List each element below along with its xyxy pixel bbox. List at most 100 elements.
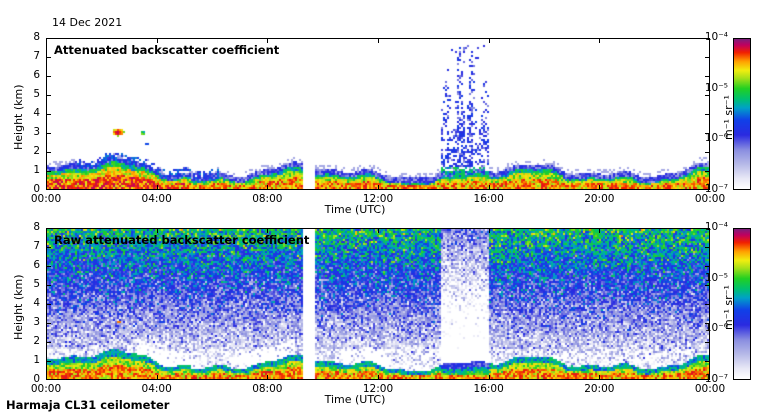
y-tick-mark: [46, 114, 51, 115]
y-tick-mark: [46, 76, 51, 77]
heatmap-attenuated-backscatter: [47, 39, 709, 189]
y-tick-mark: [705, 171, 710, 172]
x-tick-mark: [489, 375, 490, 380]
x-tick-label: 00:00: [30, 193, 62, 205]
y-tick-label: 2: [33, 335, 40, 347]
y-tick-label: 7: [33, 240, 40, 252]
x-tick-label: 00:00: [694, 193, 726, 205]
x-tick-label: 04:00: [141, 383, 172, 395]
instrument-footer: Harmaja CL31 ceilometer: [6, 398, 170, 412]
x-axis-title-lower: Time (UTC): [324, 393, 386, 406]
y-tick-mark: [705, 133, 710, 134]
y-tick-mark: [46, 285, 51, 286]
y-tick-label: 8: [33, 221, 40, 233]
y-tick-mark: [46, 152, 51, 153]
x-tick-label: 08:00: [252, 193, 283, 205]
y-tick-mark: [705, 95, 710, 96]
y-tick-label: 4: [33, 297, 40, 309]
x-tick-label: 12:00: [362, 193, 394, 205]
colorbar-upper: [733, 38, 751, 190]
y-tick-label: 4: [33, 107, 40, 119]
y-tick-mark: [705, 266, 710, 267]
y-tick-mark: [705, 361, 710, 362]
x-tick-mark: [378, 228, 379, 233]
y-tick-mark: [705, 285, 710, 286]
colorbar-gradient-lower: [734, 229, 750, 379]
x-tick-label: 20:00: [584, 383, 615, 395]
y-tick-label: 8: [33, 31, 40, 43]
y-tick-label: 2: [33, 145, 40, 157]
y-tick-mark: [705, 152, 710, 153]
x-tick-mark: [489, 38, 490, 43]
y-tick-label: 0: [33, 183, 40, 195]
colorbar-tick-label: 10⁻⁷: [704, 183, 728, 195]
y-tick-mark: [705, 247, 710, 248]
x-tick-mark: [157, 38, 158, 43]
y-tick-label: 5: [33, 278, 40, 290]
y-tick-label: 6: [33, 259, 40, 271]
y-tick-mark: [46, 247, 51, 248]
heatmap-raw-backscatter: [47, 229, 709, 379]
x-tick-label: 12:00: [362, 383, 394, 395]
y-tick-label: 0: [33, 373, 40, 385]
x-tick-mark: [599, 375, 600, 380]
x-tick-mark: [599, 185, 600, 190]
x-tick-mark: [267, 228, 268, 233]
x-tick-label: 20:00: [584, 193, 615, 205]
y-tick-label: 1: [33, 164, 40, 176]
x-axis-title-upper: Time (UTC): [324, 203, 386, 216]
y-tick-mark: [46, 361, 51, 362]
y-tick-mark: [705, 57, 710, 58]
y-tick-mark: [705, 323, 710, 324]
colorbar-tick-label: 10⁻⁴: [704, 221, 728, 233]
y-tick-label: 5: [33, 88, 40, 100]
colorbar-unit-lower: m⁻¹ sr⁻¹: [722, 285, 735, 330]
y-tick-label: 7: [33, 50, 40, 62]
colorbar-tick-label: 10⁻⁶: [704, 322, 728, 335]
x-tick-label: 08:00: [252, 383, 283, 395]
x-tick-mark: [267, 185, 268, 190]
y-tick-mark: [705, 76, 710, 77]
plot-area-raw-backscatter[interactable]: [46, 228, 710, 380]
colorbar-tick-label: 10⁻⁵: [704, 81, 728, 94]
x-tick-label: 16:00: [473, 383, 504, 395]
y-tick-mark: [705, 342, 710, 343]
colorbar-lower: [733, 228, 751, 380]
date-title: 14 Dec 2021: [52, 16, 123, 29]
x-tick-mark: [599, 38, 600, 43]
y-tick-mark: [46, 323, 51, 324]
plot-area-attenuated-backscatter[interactable]: [46, 38, 710, 190]
x-tick-label: 16:00: [473, 193, 504, 205]
x-tick-mark: [267, 375, 268, 380]
colorbar-tick-label: 10⁻⁴: [704, 31, 728, 43]
colorbar-gradient-upper: [734, 39, 750, 189]
x-tick-mark: [378, 38, 379, 43]
x-tick-mark: [378, 185, 379, 190]
x-tick-mark: [599, 228, 600, 233]
y-tick-mark: [46, 95, 51, 96]
y-tick-mark: [46, 171, 51, 172]
y-tick-mark: [705, 114, 710, 115]
x-tick-mark: [267, 38, 268, 43]
x-tick-label: 04:00: [141, 193, 172, 205]
y-tick-label: 1: [33, 354, 40, 366]
x-tick-mark: [157, 185, 158, 190]
x-tick-label: 00:00: [30, 383, 62, 395]
y-tick-label: 6: [33, 69, 40, 81]
x-tick-label: 00:00: [694, 383, 726, 395]
x-tick-mark: [157, 375, 158, 380]
x-tick-mark: [489, 228, 490, 233]
y-tick-mark: [46, 133, 51, 134]
y-tick-mark: [46, 304, 51, 305]
x-tick-mark: [378, 375, 379, 380]
y-tick-mark: [46, 342, 51, 343]
x-tick-mark: [157, 228, 158, 233]
colorbar-tick-label: 10⁻⁶: [704, 132, 728, 145]
y-tick-mark: [46, 57, 51, 58]
y-tick-label: 3: [33, 126, 40, 138]
y-tick-mark: [46, 266, 51, 267]
x-tick-mark: [489, 185, 490, 190]
colorbar-unit-upper: m⁻¹ sr⁻¹: [722, 95, 735, 140]
colorbar-tick-label: 10⁻⁷: [704, 373, 728, 385]
colorbar-tick-label: 10⁻⁵: [704, 271, 728, 284]
